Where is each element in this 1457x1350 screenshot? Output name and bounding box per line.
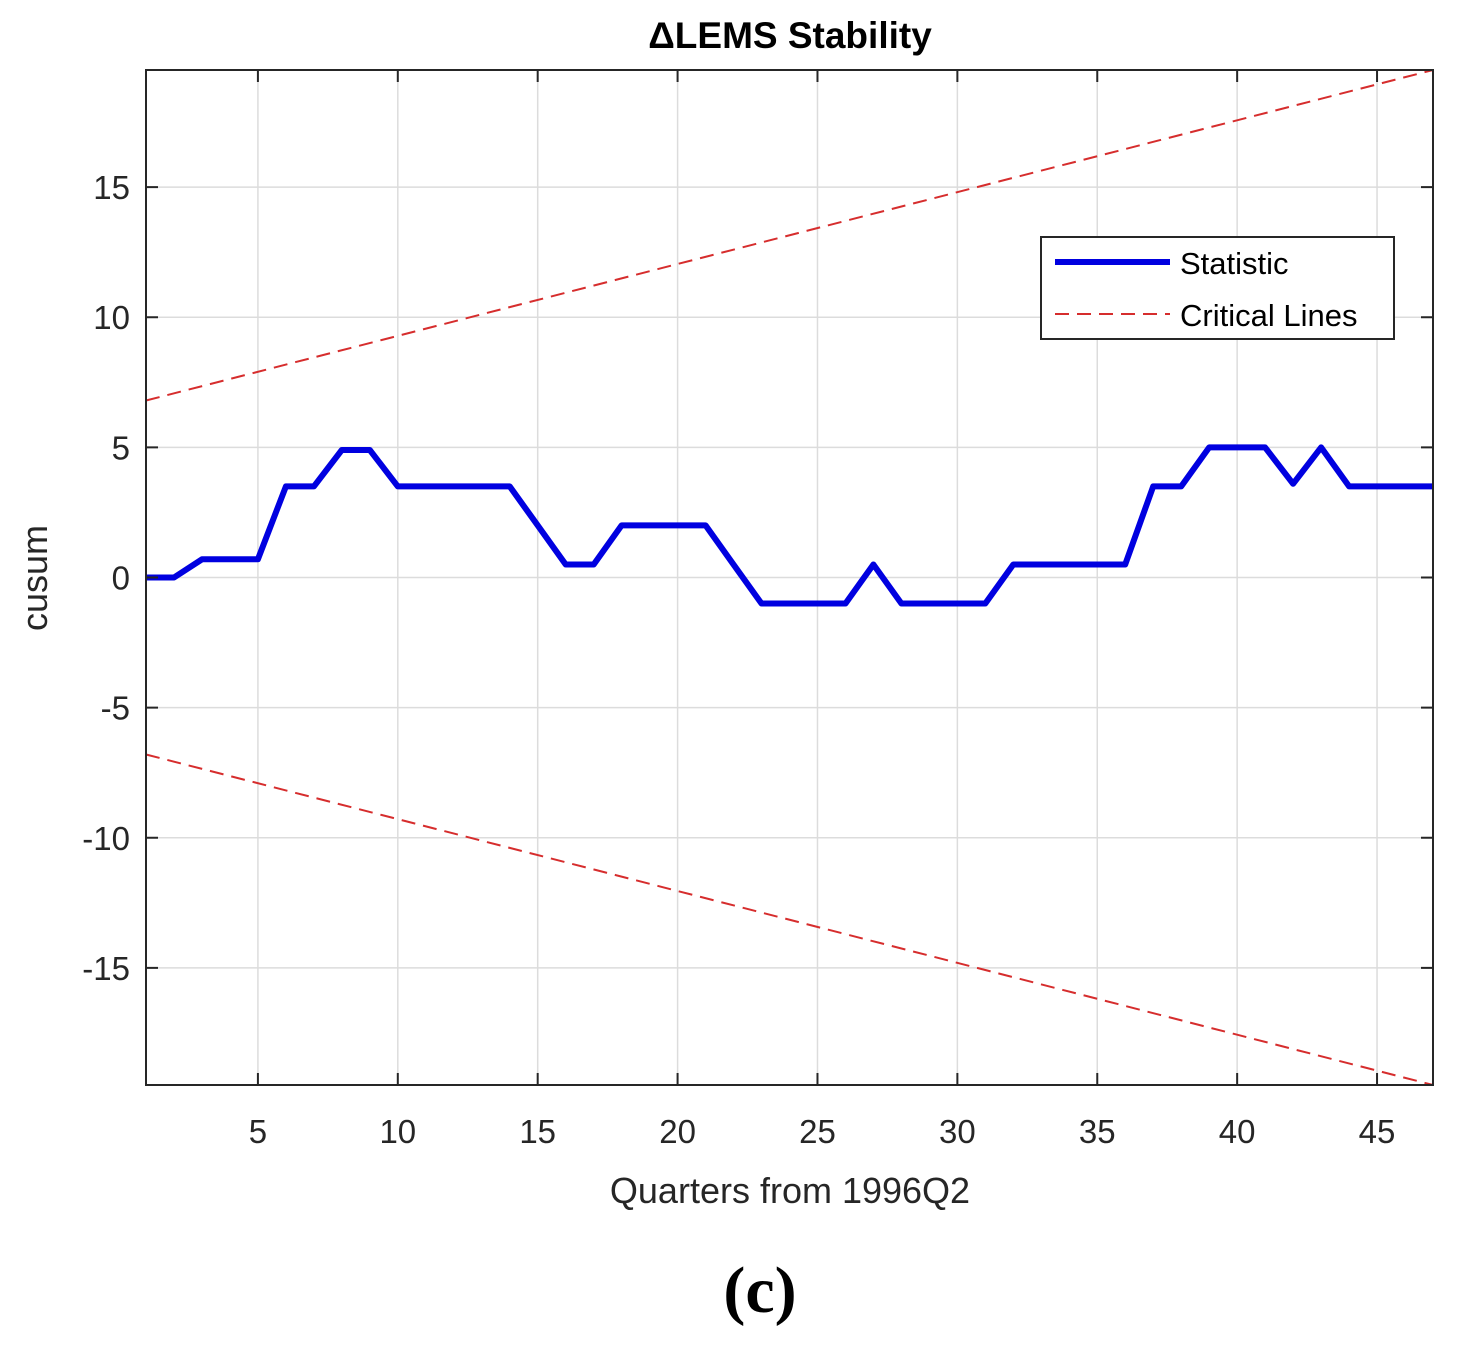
critical-lines [145,69,1434,1086]
y-tick-label: -15 [82,950,130,987]
legend-statistic-label: Statistic [1180,246,1289,281]
x-tick-label: 10 [379,1113,416,1150]
critical-line-upper [145,69,1434,402]
figure-caption: (c) [723,1254,796,1327]
grid [146,70,1433,1085]
x-tick-label: 40 [1219,1113,1256,1150]
y-tick-label: -5 [101,690,130,727]
y-tick-label: -10 [82,820,130,857]
axis-ticks: 5 10 15 20 25 30 35 40 45 -15 -10 -5 0 5 10 15 [82,70,1433,1150]
x-tick-label: 15 [519,1113,556,1150]
x-tick-label: 45 [1359,1113,1396,1150]
x-axis-label: Quarters from 1996Q2 [610,1170,970,1211]
x-tick-label: 20 [659,1113,696,1150]
x-tick-label: 35 [1079,1113,1116,1150]
statistic-series [146,444,1433,607]
legend: Statistic Critical Lines [1040,236,1395,340]
x-tick-label: 25 [799,1113,836,1150]
chart-title: ΔLEMS Stability [648,15,932,56]
legend-critical-label: Critical Lines [1180,298,1357,333]
y-axis-label: cusum [14,525,55,631]
x-tick-label: 5 [249,1113,267,1150]
y-tick-label: 0 [112,560,130,597]
y-tick-label: 15 [93,169,130,206]
y-tick-label: 10 [93,299,130,336]
statistic-line [146,444,1433,607]
y-tick-label: 5 [112,429,130,466]
x-tick-label: 30 [939,1113,976,1150]
legend-box [1040,236,1395,340]
critical-line-lower [145,753,1434,1086]
